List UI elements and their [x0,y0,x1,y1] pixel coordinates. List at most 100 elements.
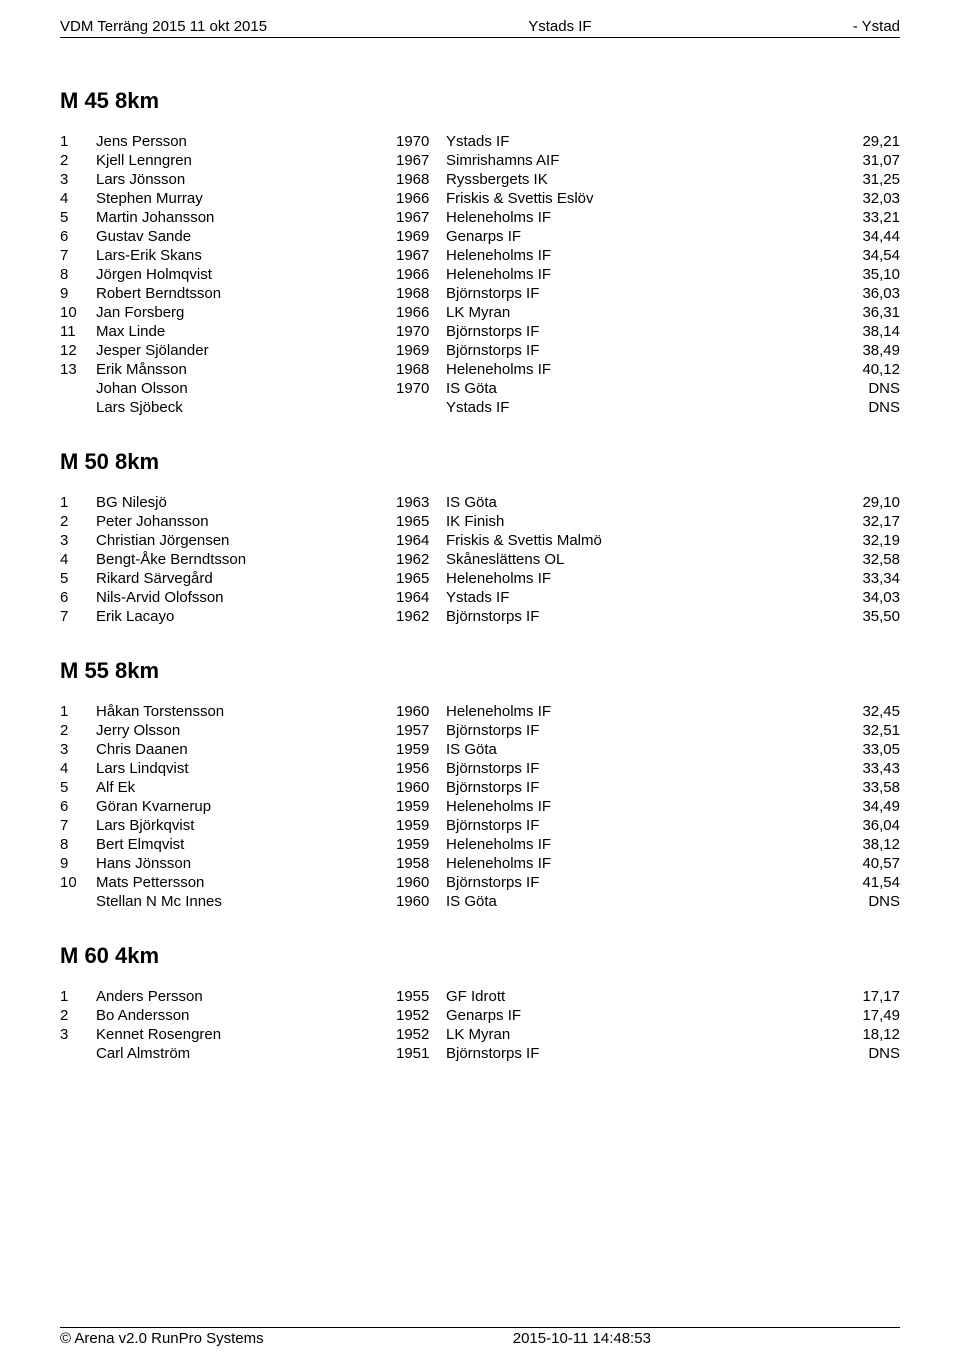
time-cell: 33,05 [830,740,900,759]
time-cell: 38,49 [830,341,900,360]
place-cell: 3 [60,1025,96,1044]
time-cell: 41,54 [830,873,900,892]
year-cell: 1960 [396,702,446,721]
club-cell: Björnstorps IF [446,816,830,835]
club-cell: Heleneholms IF [446,797,830,816]
club-cell: IS Göta [446,892,830,911]
table-row: 1BG Nilesjö1963IS Göta29,10 [60,493,900,512]
year-cell: 1970 [396,132,446,151]
club-cell: Genarps IF [446,1006,830,1025]
time-cell: 29,10 [830,493,900,512]
club-cell: Björnstorps IF [446,1044,830,1063]
name-cell: Stephen Murray [96,189,396,208]
section-title: M 45 8km [60,88,900,114]
place-cell: 5 [60,569,96,588]
year-cell: 1970 [396,379,446,398]
club-cell: Heleneholms IF [446,835,830,854]
name-cell: Max Linde [96,322,396,341]
name-cell: Kennet Rosengren [96,1025,396,1044]
name-cell: Nils-Arvid Olofsson [96,588,396,607]
time-cell: 32,45 [830,702,900,721]
place-cell: 10 [60,873,96,892]
name-cell: Lars-Erik Skans [96,246,396,265]
year-cell: 1952 [396,1025,446,1044]
club-cell: Heleneholms IF [446,265,830,284]
place-cell [60,379,96,398]
time-cell: 34,49 [830,797,900,816]
club-cell: Friskis & Svettis Eslöv [446,189,830,208]
name-cell: Lars Sjöbeck [96,398,396,417]
table-row: 6Göran Kvarnerup1959Heleneholms IF34,49 [60,797,900,816]
club-cell: Heleneholms IF [446,208,830,227]
year-cell: 1960 [396,873,446,892]
results-table: 1Jens Persson1970Ystads IF29,212Kjell Le… [60,132,900,417]
time-cell: DNS [830,1044,900,1063]
name-cell: Martin Johansson [96,208,396,227]
name-cell: Jens Persson [96,132,396,151]
name-cell: Bert Elmqvist [96,835,396,854]
time-cell: 34,03 [830,588,900,607]
place-cell: 6 [60,227,96,246]
name-cell: Bo Andersson [96,1006,396,1025]
name-cell: Håkan Torstensson [96,702,396,721]
place-cell [60,398,96,417]
time-cell: DNS [830,398,900,417]
year-cell: 1964 [396,531,446,550]
name-cell: Peter Johansson [96,512,396,531]
club-cell: LK Myran [446,303,830,322]
table-row: 3Chris Daanen1959IS Göta33,05 [60,740,900,759]
table-row: 6Nils-Arvid Olofsson1964Ystads IF34,03 [60,588,900,607]
time-cell: DNS [830,892,900,911]
table-row: 2Bo Andersson1952Genarps IF17,49 [60,1006,900,1025]
time-cell: 36,03 [830,284,900,303]
table-row: 5Martin Johansson1967Heleneholms IF33,21 [60,208,900,227]
table-row: Carl Almström1951Björnstorps IFDNS [60,1044,900,1063]
table-row: Johan Olsson1970IS GötaDNS [60,379,900,398]
name-cell: Gustav Sande [96,227,396,246]
year-cell: 1969 [396,227,446,246]
table-row: 7Erik Lacayo1962Björnstorps IF35,50 [60,607,900,626]
time-cell: 34,54 [830,246,900,265]
name-cell: Alf Ek [96,778,396,797]
year-cell: 1959 [396,835,446,854]
place-cell: 13 [60,360,96,379]
name-cell: Kjell Lenngren [96,151,396,170]
club-cell: Björnstorps IF [446,721,830,740]
time-cell: 40,12 [830,360,900,379]
table-row: 7Lars-Erik Skans1967Heleneholms IF34,54 [60,246,900,265]
name-cell: Göran Kvarnerup [96,797,396,816]
year-cell: 1966 [396,265,446,284]
club-cell: Björnstorps IF [446,284,830,303]
place-cell: 2 [60,1006,96,1025]
page: VDM Terräng 2015 11 okt 2015 Ystads IF -… [0,0,960,1361]
club-cell: Björnstorps IF [446,607,830,626]
name-cell: Mats Pettersson [96,873,396,892]
table-row: 2Peter Johansson1965IK Finish32,17 [60,512,900,531]
club-cell: Heleneholms IF [446,854,830,873]
name-cell: Christian Jörgensen [96,531,396,550]
time-cell: 32,19 [830,531,900,550]
club-cell: Björnstorps IF [446,322,830,341]
time-cell: 31,25 [830,170,900,189]
club-cell: Heleneholms IF [446,246,830,265]
place-cell: 6 [60,797,96,816]
year-cell: 1955 [396,987,446,1006]
name-cell: Lars Jönsson [96,170,396,189]
club-cell: IS Göta [446,379,830,398]
name-cell: Robert Berndtsson [96,284,396,303]
time-cell: 35,50 [830,607,900,626]
year-cell: 1965 [396,512,446,531]
table-row: 8Jörgen Holmqvist1966Heleneholms IF35,10 [60,265,900,284]
name-cell: Jesper Sjölander [96,341,396,360]
year-cell: 1967 [396,151,446,170]
club-cell: IS Göta [446,740,830,759]
club-cell: Skåneslättens OL [446,550,830,569]
table-row: 11Max Linde1970Björnstorps IF38,14 [60,322,900,341]
time-cell: 34,44 [830,227,900,246]
place-cell: 2 [60,721,96,740]
time-cell: 40,57 [830,854,900,873]
name-cell: Rikard Särvegård [96,569,396,588]
time-cell: 33,43 [830,759,900,778]
time-cell: 29,21 [830,132,900,151]
table-row: 2Jerry Olsson1957Björnstorps IF32,51 [60,721,900,740]
